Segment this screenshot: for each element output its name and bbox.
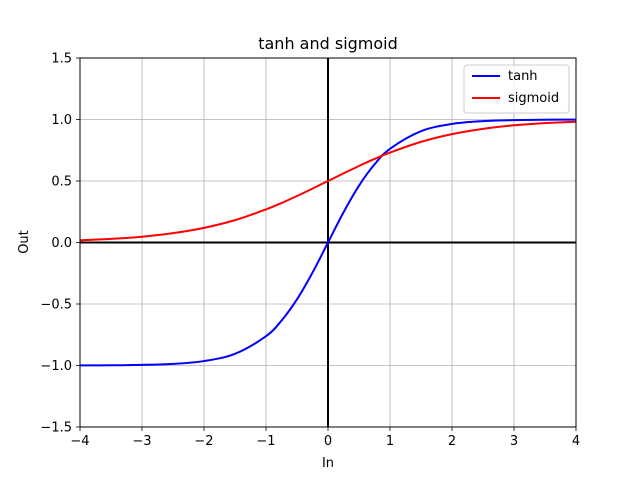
- y-tick-label: −1.0: [40, 359, 72, 374]
- chart-title: tanh and sigmoid: [258, 34, 398, 53]
- y-tick-label: 0.5: [51, 175, 72, 190]
- x-tick-label: −4: [70, 434, 89, 449]
- y-ticks: 1.5 1.0 0.5 0.0 −0.5 −1.0 −1.5: [40, 52, 80, 436]
- x-tick-label: 0: [324, 434, 332, 449]
- x-tick-label: 1: [386, 434, 394, 449]
- x-tick-label: 3: [510, 434, 518, 449]
- series-line-sigmoid: [79, 120, 577, 242]
- x-tick-label: −3: [132, 434, 151, 449]
- legend: tanh sigmoid: [463, 64, 570, 114]
- x-axis-label: In: [322, 456, 334, 471]
- y-tick-label: 1.0: [51, 113, 72, 128]
- x-tick-label: 2: [448, 434, 456, 449]
- x-ticks: −4 −3 −2 −1 0 1 2 3 4: [70, 427, 580, 449]
- y-tick-label: −1.5: [40, 421, 72, 436]
- series-group: [79, 118, 577, 367]
- y-tick-label: 1.5: [51, 52, 72, 67]
- x-tick-label: 4: [572, 434, 580, 449]
- y-tick-label: −0.5: [40, 298, 72, 313]
- series-line-tanh: [79, 118, 577, 367]
- legend-label-tanh: tanh: [508, 69, 538, 84]
- x-tick-label: −2: [194, 434, 213, 449]
- y-tick-label: 0.0: [51, 236, 72, 251]
- legend-label-sigmoid: sigmoid: [508, 91, 559, 106]
- y-axis-label: Out: [17, 230, 32, 254]
- x-tick-label: −1: [256, 434, 275, 449]
